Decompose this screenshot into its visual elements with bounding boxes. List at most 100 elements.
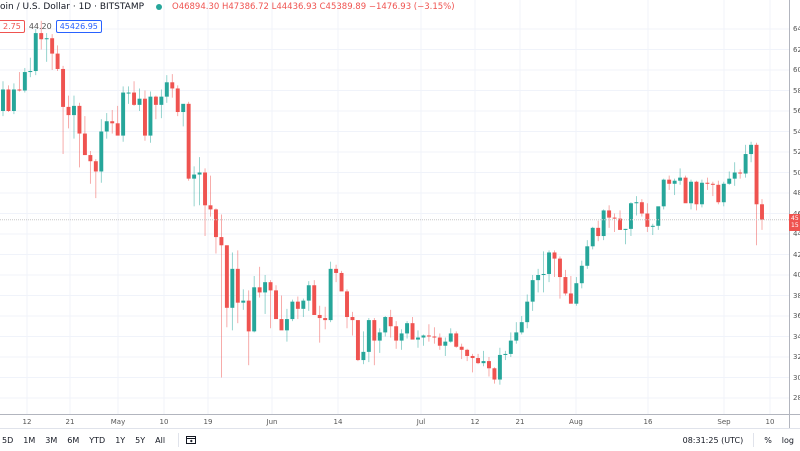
candle <box>432 327 437 344</box>
candle <box>410 317 415 340</box>
candle <box>230 252 235 331</box>
time-axis[interactable]: 12 21 May 10 19 Jun 14 Jul 12 21 Aug 16 Sep 10 <box>0 414 789 429</box>
candle <box>689 179 693 210</box>
price-axis[interactable]: 64 62 60 58 56 54 52 50 48 46 44 42 40 38 36 34 32 30 28 <box>789 0 800 414</box>
candle <box>11 83 16 115</box>
market-status-icon <box>156 4 163 10</box>
candle <box>263 275 268 314</box>
candle <box>760 199 764 230</box>
candle <box>557 256 562 299</box>
candle <box>459 343 464 360</box>
candle <box>405 321 410 339</box>
candle <box>710 181 715 197</box>
time-axis-label: Sep <box>717 418 731 426</box>
candle <box>667 175 672 190</box>
candle <box>574 277 579 306</box>
candle <box>503 350 508 361</box>
candle <box>203 168 208 237</box>
candle <box>596 220 601 242</box>
candle <box>61 65 66 155</box>
log-scale-toggle[interactable]: log <box>781 435 794 445</box>
candle <box>487 357 491 377</box>
candle <box>530 275 535 311</box>
candle <box>334 264 339 283</box>
candle <box>585 240 590 269</box>
timeframe-5y[interactable]: 5Y <box>135 435 146 445</box>
buy-price-button[interactable]: 45426.95 <box>55 20 102 33</box>
candle <box>568 276 573 304</box>
candle <box>192 166 197 207</box>
candle <box>295 296 300 320</box>
candle <box>497 347 502 385</box>
go-to-date-icon[interactable] <box>185 435 197 445</box>
candle <box>656 206 661 230</box>
time-axis-label: 10 <box>159 418 169 426</box>
candle <box>33 29 38 76</box>
candle <box>268 280 273 329</box>
high-value: H47386.72 <box>221 2 269 12</box>
symbol-title[interactable]: oin / U.S. Dollar · 1D · BITSTAMP <box>0 2 145 12</box>
price-axis-label: 44 <box>793 230 800 238</box>
candle <box>197 157 202 206</box>
candle <box>678 168 683 185</box>
candle <box>519 316 524 335</box>
candle <box>284 308 289 342</box>
candle <box>88 150 93 184</box>
candle <box>683 175 688 204</box>
ohlc-values: O46894.30 H47386.72 L44436.93 C45389.89 … <box>172 2 455 12</box>
candle <box>476 353 481 365</box>
time-axis-label: Jul <box>416 418 426 426</box>
candle <box>132 81 137 106</box>
candle <box>121 86 126 142</box>
candle <box>672 178 677 196</box>
candle <box>115 105 120 136</box>
candle <box>738 169 743 179</box>
symbol-header: oin / U.S. Dollar · 1D · BITSTAMP O46894… <box>0 2 455 12</box>
candle <box>1 81 5 117</box>
candle <box>50 34 55 70</box>
candle <box>350 311 355 336</box>
candle <box>55 45 60 72</box>
price-axis-label: 54 <box>793 127 800 136</box>
candle <box>377 328 382 353</box>
timeframe-6m[interactable]: 6M <box>67 435 80 445</box>
candle <box>306 281 311 311</box>
sell-price-button[interactable]: 2.75 <box>0 20 25 33</box>
price-axis-label: 42 <box>793 250 800 259</box>
candle <box>426 324 431 342</box>
timeframe-1y[interactable]: 1Y <box>115 435 126 445</box>
price-axis-label: 30 <box>793 373 800 382</box>
candle <box>170 74 175 98</box>
chart-pane[interactable] <box>0 0 789 414</box>
candle <box>257 266 262 298</box>
candle <box>716 180 721 205</box>
time-axis-label: 12 <box>22 418 32 426</box>
timeframe-ytd[interactable]: YTD <box>89 435 106 445</box>
timeframe-5d[interactable]: 5D <box>2 435 14 445</box>
axis-corner <box>789 414 800 429</box>
candle <box>541 251 546 293</box>
candle <box>99 119 104 183</box>
candle <box>639 199 644 217</box>
candle <box>590 226 595 250</box>
timeframe-3m[interactable]: 3M <box>45 435 58 445</box>
candle <box>328 261 333 323</box>
percent-scale-toggle[interactable]: % <box>764 435 772 445</box>
time-axis-label: May <box>110 418 126 426</box>
time-axis-label: 16 <box>643 418 653 426</box>
low-value: L44436.93 <box>271 2 317 12</box>
candle <box>213 208 218 254</box>
candle <box>164 75 169 103</box>
price-axis-label: 34 <box>793 332 800 341</box>
utc-clock[interactable]: 08:31:25 (UTC) <box>682 435 744 445</box>
candle <box>743 144 748 178</box>
candle <box>443 337 448 356</box>
candle <box>536 268 541 293</box>
timeframe-1m[interactable]: 1M <box>23 435 36 445</box>
candle <box>612 213 617 232</box>
candle <box>448 328 453 343</box>
candle <box>754 142 759 246</box>
price-axis-label: 62 <box>793 45 800 54</box>
candlestick-chart[interactable] <box>0 0 789 414</box>
timeframe-all[interactable]: All <box>155 435 166 445</box>
